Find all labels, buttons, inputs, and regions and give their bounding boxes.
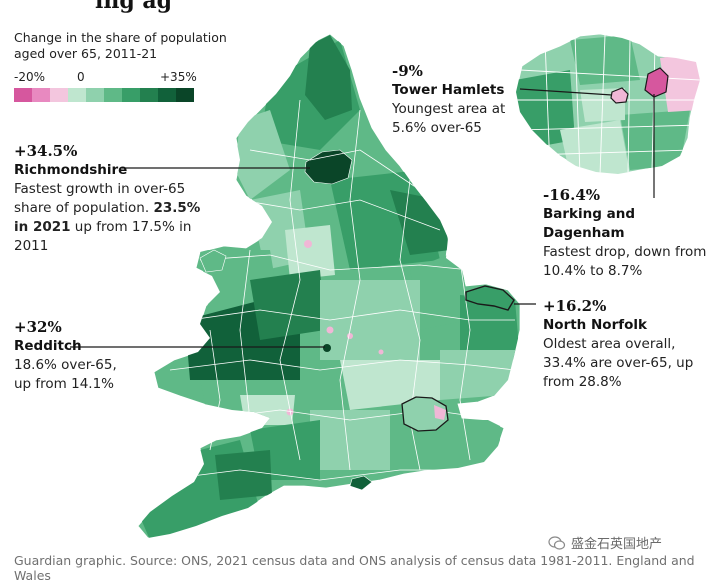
redditch-desc: 18.6% over-65, up from 14.1% (14, 357, 117, 392)
barking-desc: Fastest drop, down from 10.4% to 8.7% (543, 244, 707, 279)
district-boundary-line-7 (159, 469, 480, 481)
region-hampshire (310, 410, 390, 470)
legend-color-scale (14, 88, 194, 102)
north-norfolk-value: +16.2% (543, 297, 607, 315)
legend-swatch-6 (122, 88, 140, 102)
legend-swatch-4 (86, 88, 104, 102)
barking-dagenham-district (644, 67, 669, 98)
legend-swatch-2 (50, 88, 68, 102)
richmondshire-desc: Fastest growth in over-65 share of popul… (14, 180, 204, 256)
legend-labels: -20% 0 +35% (14, 70, 204, 84)
legend: Change in the share of population aged o… (14, 30, 227, 102)
richmondshire-name: Richmondshire (14, 162, 128, 178)
source-note: Guardian graphic. Source: ONS, 2021 cens… (14, 553, 695, 583)
annotation-north-norfolk: +16.2% North Norfolk Oldest area overall… (543, 296, 708, 392)
london-se-dark (620, 110, 690, 170)
england-wales-map (137, 33, 521, 539)
redditch-value: +32% (14, 318, 62, 336)
pink-district-3 (347, 333, 353, 339)
region-devon-dark (215, 450, 272, 500)
anglesey (199, 249, 227, 273)
district-boundary-line-3 (199, 254, 471, 271)
legend-zero-label: 0 (77, 70, 85, 84)
london-boundary-line-3 (519, 124, 700, 131)
legend-swatch-9 (176, 88, 194, 102)
tower-hamlets-district (610, 87, 629, 104)
annotation-barking-dagenham: -16.4% Barking and Dagenham Fastest drop… (543, 185, 713, 281)
barking-value: -16.4% (543, 186, 601, 204)
northumberland-district (305, 35, 352, 120)
annotation-tower-hamlets: -9% Tower Hamlets Youngest area at 5.6% … (392, 61, 517, 138)
watermark: 盛金石英国地产 (548, 533, 662, 552)
london-boundary-line-8 (627, 39, 631, 174)
pink-district-6 (378, 349, 384, 355)
tower-hamlets-value: -9% (392, 62, 423, 80)
london-outline-main (401, 396, 449, 432)
isle-of-wight (349, 475, 373, 491)
region-norfolk (460, 295, 520, 360)
london-inset-map (515, 33, 701, 175)
leader-lines (70, 88, 655, 348)
north-norfolk-desc: Oldest area overall, 33.4% are over-65, … (543, 336, 694, 390)
richmondshire-desc-1: Fastest growth in over-65 share of popul… (14, 181, 186, 216)
london-boundary-line-6 (574, 34, 581, 174)
wechat-icon (548, 535, 566, 550)
legend-swatch-5 (104, 88, 122, 102)
region-midlands (320, 280, 420, 360)
legend-swatch-1 (32, 88, 50, 102)
redditch-district (323, 344, 331, 352)
richmondshire-desc-3: up from 17.5% in 2011 (14, 219, 192, 254)
district-boundary-line-1 (249, 149, 421, 191)
district-boundary-line-5 (169, 359, 516, 371)
district-boundary-line-2 (239, 199, 441, 231)
region-shropshire (250, 270, 325, 340)
district-boundary-line-11 (459, 259, 471, 461)
north-norfolk-outline (465, 285, 515, 311)
region-manchester (285, 225, 335, 280)
district-boundary-line-9 (339, 109, 361, 471)
annotation-redditch: +32% Redditch 18.6% over-65, up from 14.… (14, 317, 134, 394)
pink-district-2 (326, 326, 334, 334)
pink-district-1 (304, 240, 312, 248)
legend-swatch-0 (14, 88, 32, 102)
district-boundary-line-4 (189, 309, 515, 321)
district-boundary-line-8 (279, 99, 301, 461)
london-pink-east (434, 405, 446, 420)
tower-hamlets-leader (519, 88, 613, 96)
north-norfolk-name: North Norfolk (543, 317, 647, 333)
district-boundary-line-12 (239, 249, 251, 421)
legend-min-label: -20% (14, 70, 46, 84)
london-north (570, 35, 640, 85)
london-south-light (560, 120, 630, 174)
annotation-richmondshire: +34.5% Richmondshire Fastest growth in o… (14, 141, 204, 256)
london-east-pink (660, 52, 700, 112)
redditch-name: Redditch (14, 338, 82, 354)
london-boundary-line-7 (599, 34, 606, 174)
london-boundary-line-1 (519, 69, 700, 81)
region-lincolnshire (410, 250, 470, 330)
legend-title: Change in the share of population aged o… (14, 30, 227, 61)
richmondshire-desc-bold: 23.5% in 2021 (14, 200, 201, 235)
richmondshire-value: +34.5% (14, 142, 78, 160)
page-title-fragment: ing ag (95, 0, 172, 14)
region-suffolk (440, 350, 520, 400)
legend-swatch-7 (140, 88, 158, 102)
region-south-east (380, 420, 500, 470)
tower-hamlets-desc: Youngest area at 5.6% over-65 (392, 101, 506, 136)
barking-name: Barking and Dagenham (543, 206, 636, 241)
region-cumbria-light (235, 110, 290, 200)
district-boundaries (159, 99, 516, 481)
tower-hamlets-name: Tower Hamlets (392, 82, 505, 98)
legend-max-label: +35% (160, 70, 197, 84)
legend-swatch-3 (68, 88, 86, 102)
district-boundary-line-10 (399, 179, 421, 471)
watermark-text: 盛金石英国地产 (571, 537, 663, 552)
legend-swatch-8 (158, 88, 176, 102)
